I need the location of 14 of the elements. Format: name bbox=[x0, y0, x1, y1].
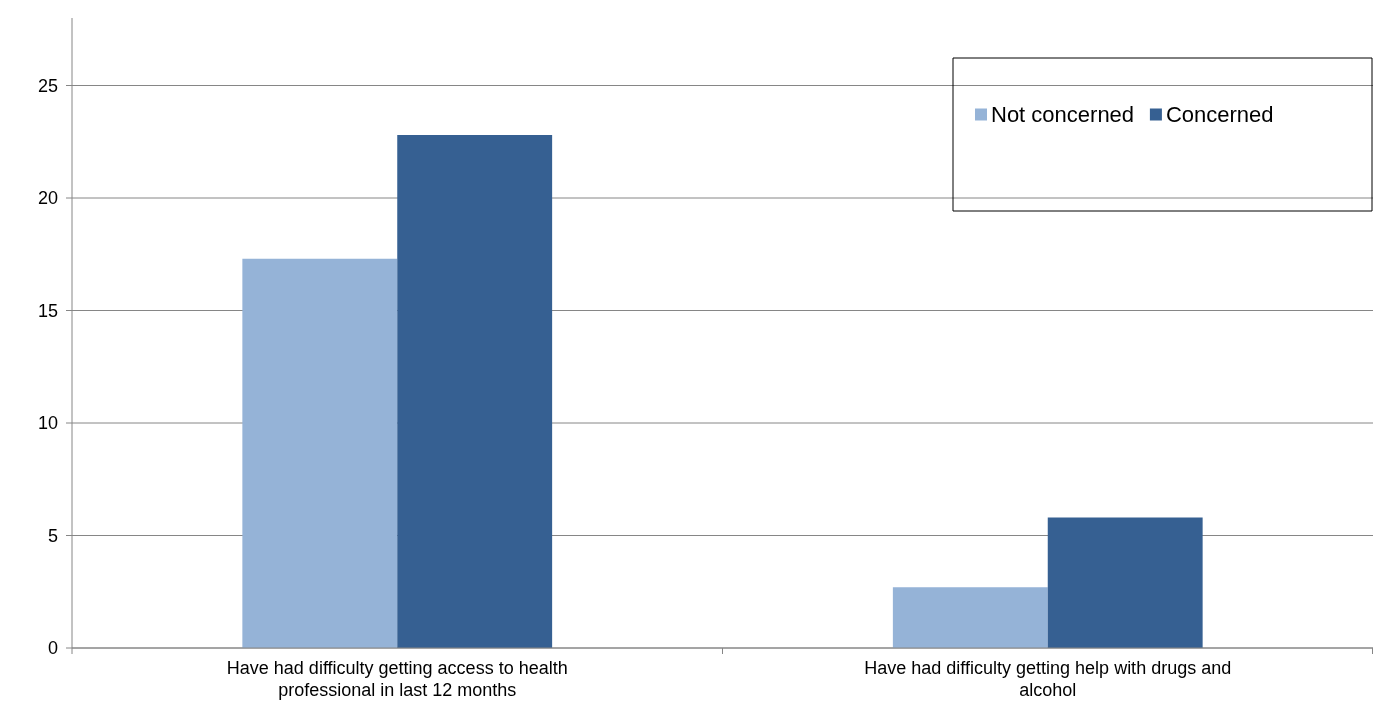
bar bbox=[892, 587, 1048, 648]
y-tick-label: 10 bbox=[37, 413, 58, 434]
y-tick-label: 0 bbox=[47, 638, 58, 659]
y-tick-label: 20 bbox=[37, 188, 58, 209]
y-tick-label: 15 bbox=[37, 300, 58, 321]
x-tick-label: Have had difficulty getting access to health professional in last 12 months bbox=[226, 658, 568, 700]
y-tick-label: 5 bbox=[47, 525, 58, 546]
bar bbox=[242, 258, 398, 648]
y-tick-label: 25 bbox=[37, 75, 58, 96]
bar bbox=[397, 135, 553, 648]
bar bbox=[1047, 517, 1203, 648]
legend-label: Not concerned bbox=[991, 102, 1135, 128]
x-tick-label: Have had difficulty getting help with drugs and alcohol bbox=[864, 658, 1232, 700]
legend-label: Concerned bbox=[1165, 102, 1274, 128]
